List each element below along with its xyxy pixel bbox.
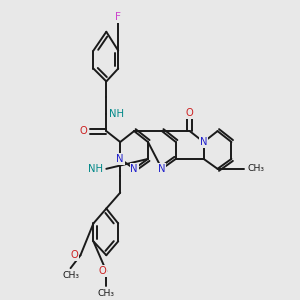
Text: N: N: [116, 154, 124, 164]
Text: CH₃: CH₃: [98, 289, 115, 298]
Text: N: N: [158, 164, 166, 174]
Text: O: O: [71, 250, 79, 260]
Text: N: N: [200, 137, 207, 147]
Text: O: O: [186, 108, 194, 118]
Text: N: N: [130, 164, 138, 174]
Text: O: O: [80, 126, 87, 136]
Text: F: F: [115, 12, 121, 22]
Text: CH₃: CH₃: [247, 164, 264, 173]
Text: O: O: [98, 266, 106, 276]
Text: NH: NH: [88, 164, 103, 174]
Text: CH₃: CH₃: [62, 271, 79, 280]
Text: NH: NH: [109, 109, 124, 119]
